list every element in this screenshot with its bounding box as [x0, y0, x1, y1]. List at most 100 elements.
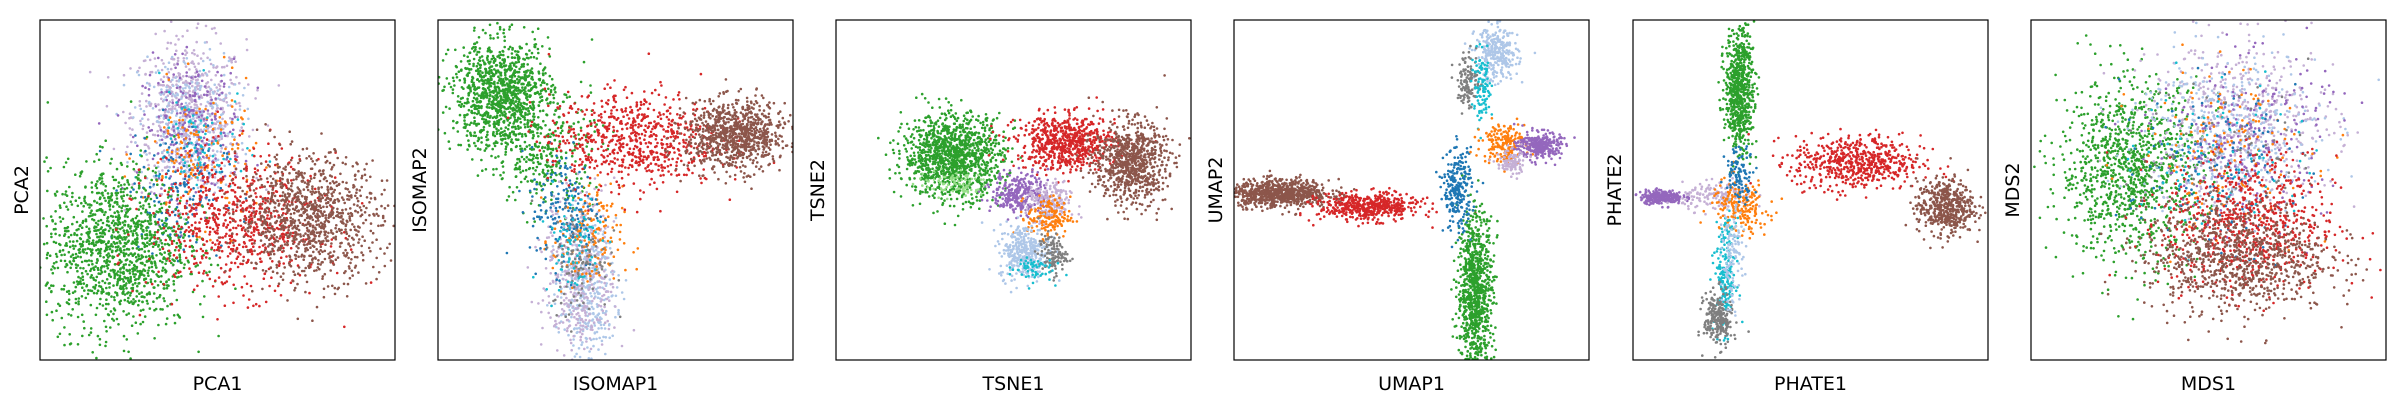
data-point	[157, 103, 160, 106]
data-point	[61, 217, 65, 221]
data-point	[295, 198, 299, 202]
data-point	[192, 207, 196, 210]
data-point	[105, 278, 109, 281]
data-point	[210, 78, 213, 82]
data-point	[120, 209, 123, 213]
data-point	[132, 315, 135, 318]
data-point	[106, 313, 110, 316]
data-point	[84, 296, 88, 300]
data-point	[284, 233, 288, 236]
data-point	[484, 147, 488, 150]
data-point	[149, 213, 153, 217]
data-point	[191, 84, 194, 88]
data-point	[106, 217, 109, 220]
data-point	[268, 160, 272, 163]
data-point	[264, 300, 268, 304]
data-point	[300, 269, 304, 273]
data-point	[336, 207, 339, 211]
data-point	[104, 307, 108, 311]
data-point	[205, 222, 208, 226]
data-point	[188, 153, 191, 157]
data-point	[208, 187, 211, 191]
data-point	[317, 234, 321, 238]
data-point	[271, 177, 275, 181]
data-point	[65, 263, 69, 267]
data-point	[297, 161, 300, 165]
data-point	[129, 225, 133, 228]
data-point	[360, 202, 364, 205]
data-point	[466, 55, 470, 59]
data-point	[129, 291, 133, 295]
data-point	[244, 162, 247, 166]
data-point	[63, 343, 66, 347]
axes-frame	[39, 19, 396, 361]
data-point	[209, 204, 213, 207]
data-point	[343, 201, 347, 205]
data-point	[170, 127, 174, 131]
data-point	[95, 232, 98, 236]
data-point	[142, 242, 146, 245]
data-point	[162, 142, 165, 145]
data-point	[99, 266, 103, 270]
data-point	[112, 178, 116, 182]
data-point	[237, 251, 241, 255]
data-point	[198, 107, 201, 111]
data-point	[80, 260, 84, 264]
data-point	[240, 126, 243, 129]
data-point	[117, 323, 120, 326]
data-point	[197, 271, 201, 275]
data-point	[262, 277, 266, 281]
data-point	[496, 21, 499, 25]
data-point	[235, 197, 239, 200]
data-point	[110, 192, 113, 195]
data-point	[195, 240, 198, 244]
data-point	[188, 102, 191, 105]
data-point	[302, 258, 306, 262]
data-point	[311, 218, 315, 222]
data-point	[154, 64, 158, 68]
data-point	[170, 210, 174, 214]
data-point	[115, 201, 119, 204]
data-point	[87, 230, 90, 234]
data-point	[148, 151, 151, 155]
data-point	[114, 228, 118, 231]
data-point	[206, 116, 209, 119]
data-point	[323, 225, 327, 228]
data-point	[130, 230, 133, 233]
data-point	[196, 22, 200, 26]
data-point	[167, 126, 171, 129]
data-point	[92, 278, 96, 281]
data-point	[243, 275, 246, 278]
data-point	[49, 166, 52, 170]
data-point	[322, 169, 325, 172]
data-point	[336, 214, 339, 217]
data-point	[481, 169, 484, 172]
data-point	[200, 172, 203, 175]
data-point	[156, 220, 160, 224]
data-point	[255, 128, 259, 131]
data-point	[177, 136, 181, 139]
data-point	[275, 226, 279, 230]
data-point	[205, 271, 208, 275]
data-point	[151, 245, 155, 249]
data-point	[289, 258, 292, 261]
data-point	[532, 118, 536, 121]
data-point	[92, 291, 96, 295]
data-point	[263, 185, 267, 188]
cluster-light_purple	[88, 20, 281, 267]
data-point	[257, 178, 260, 182]
data-point	[119, 267, 122, 270]
data-point	[46, 170, 50, 173]
data-point	[241, 148, 244, 151]
data-point	[45, 256, 49, 260]
data-point	[203, 151, 206, 155]
data-point	[219, 186, 223, 190]
data-point	[175, 206, 179, 209]
data-point	[213, 83, 216, 86]
data-point	[347, 212, 350, 215]
data-point	[523, 125, 527, 129]
data-point	[123, 223, 127, 227]
data-point	[343, 325, 346, 329]
data-point	[456, 100, 460, 103]
data-point	[138, 292, 141, 296]
